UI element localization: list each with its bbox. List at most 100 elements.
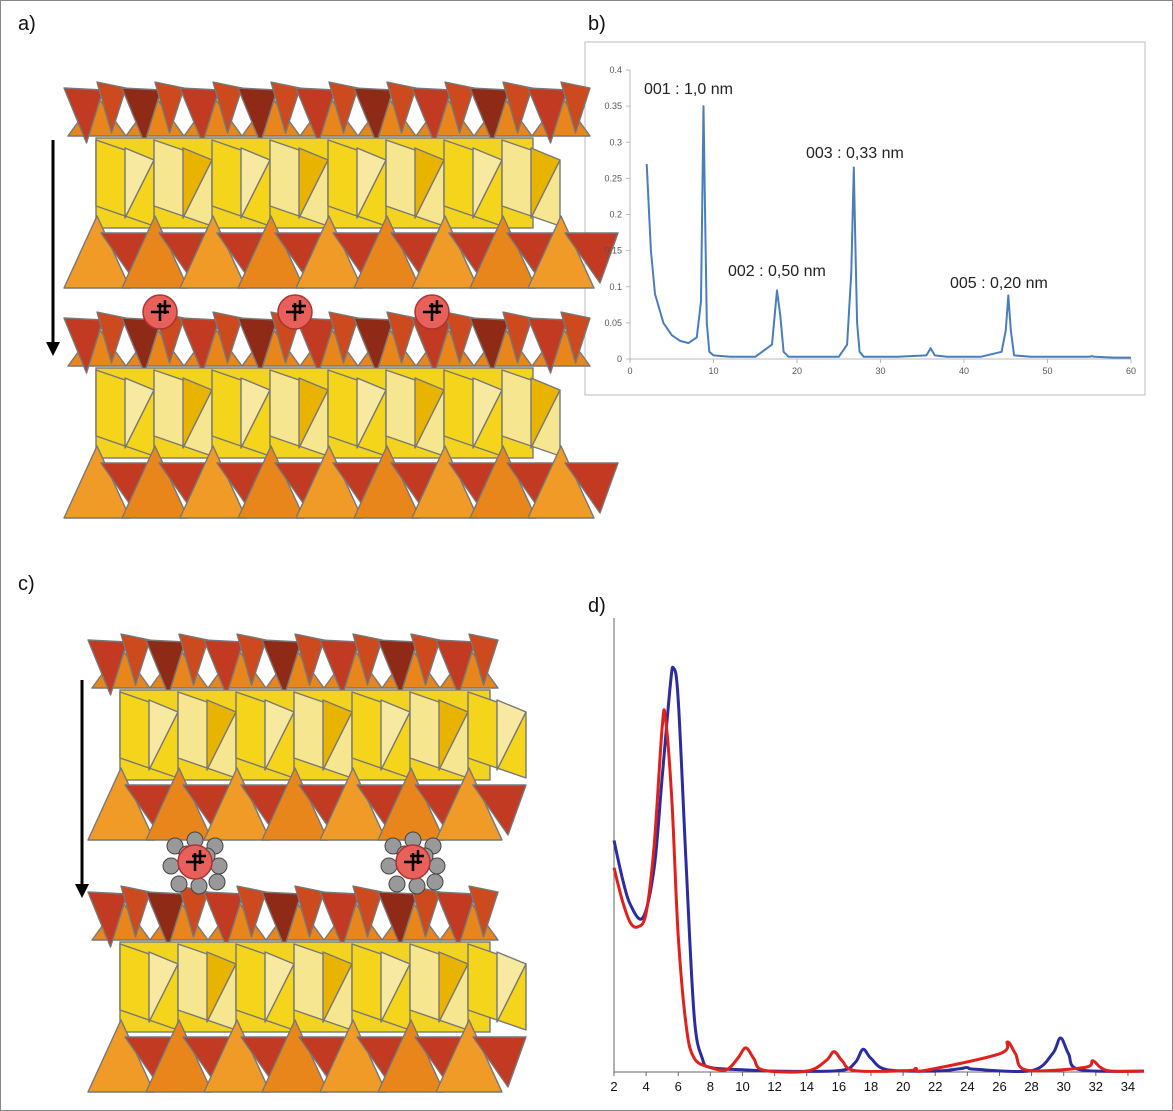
water-molecule (208, 873, 226, 891)
polyhedron (328, 81, 359, 134)
polyhedron (237, 87, 278, 144)
x-tick-label: 26 (992, 1079, 1006, 1094)
x-tick-label: 24 (960, 1079, 974, 1094)
polyhedron (472, 147, 503, 219)
water-molecule (408, 877, 426, 895)
x-tick-label: 16 (832, 1079, 846, 1094)
polyhedron (410, 633, 441, 686)
crystal-structures (46, 81, 619, 1093)
polyhedron (472, 1036, 527, 1088)
polyhedron (468, 633, 499, 686)
polyhedron (530, 377, 561, 449)
cation-charge (423, 300, 443, 321)
annotation: 003 : 0,33 nm (806, 145, 904, 162)
polyhedron (261, 639, 302, 696)
x-tick-label: 20 (896, 1079, 910, 1094)
polyhedron (87, 639, 128, 696)
x-tick-label: 60 (1126, 366, 1136, 376)
polyhedron (322, 951, 353, 1023)
polyhedron (206, 699, 237, 771)
x-tick-label: 30 (875, 366, 885, 376)
water-molecule (166, 837, 184, 855)
x-tick-label: 14 (799, 1079, 813, 1094)
polyhedron (468, 885, 499, 938)
polyhedron (124, 147, 155, 219)
polyhedron (203, 639, 244, 696)
polyhedron (237, 317, 278, 374)
y-tick-label: 0.3 (609, 137, 622, 147)
data-line (612, 708, 1145, 1074)
polyhedron (121, 87, 162, 144)
panel-label: c) (18, 573, 35, 595)
polyhedron (560, 81, 591, 134)
chart-frame (584, 41, 1146, 396)
polyhedron (236, 633, 267, 686)
polyhedron (294, 885, 325, 938)
polyhedron (120, 633, 151, 686)
y-tick-label: 0.25 (604, 173, 622, 183)
polyhedron (496, 951, 527, 1023)
polyhedron (502, 81, 533, 134)
polyhedron (295, 317, 336, 374)
polyhedron (148, 951, 179, 1023)
polyhedron (240, 377, 271, 449)
polyhedron (414, 147, 445, 219)
x-tick-label: 6 (675, 1079, 682, 1094)
polyhedron (435, 639, 476, 696)
polyhedron (502, 311, 533, 364)
water-molecule (388, 875, 406, 893)
x-tick-label: 50 (1042, 366, 1052, 376)
cation-charge (151, 300, 171, 321)
polyhedron (564, 462, 619, 514)
polyhedron (63, 317, 104, 374)
x-tick-label: 10 (735, 1079, 749, 1094)
polyhedron (236, 885, 267, 938)
polyhedron (154, 81, 185, 134)
polyhedron (322, 699, 353, 771)
x-tick-label: 30 (1056, 1079, 1070, 1094)
polyhedron (179, 317, 220, 374)
polyhedron (298, 147, 329, 219)
cation-charge (186, 850, 206, 871)
y-tick-label: 0.15 (604, 246, 622, 256)
polyhedron (121, 317, 162, 374)
polyhedron (63, 87, 104, 144)
polyhedron (124, 377, 155, 449)
polyhedron (444, 81, 475, 134)
y-tick-label: 0.4 (609, 65, 622, 75)
polyhedron (564, 232, 619, 284)
polyhedron (377, 891, 418, 948)
polyhedron (294, 633, 325, 686)
polyhedron (96, 81, 127, 134)
data-line (645, 105, 1131, 359)
y-tick-label: 0.05 (604, 318, 622, 328)
cation-charge (404, 850, 424, 871)
x-tick-label: 40 (959, 366, 969, 376)
y-tick-label: 0.1 (609, 282, 622, 292)
polyhedron (206, 951, 237, 1023)
x-tick-label: 18 (864, 1079, 878, 1094)
arrow-head (46, 342, 60, 356)
y-tick-label: 0.35 (604, 101, 622, 111)
polyhedron (414, 377, 445, 449)
polyhedron (356, 377, 387, 449)
x-tick-label: 2 (610, 1079, 617, 1094)
x-tick-label: 22 (928, 1079, 942, 1094)
polyhedron (438, 699, 469, 771)
polyhedron (203, 891, 244, 948)
polyhedron (298, 377, 329, 449)
polyhedron (352, 885, 383, 938)
polyhedron (472, 784, 527, 836)
x-tick-label: 28 (1024, 1079, 1038, 1094)
polyhedron (472, 377, 503, 449)
annotation: 005 : 0,20 nm (950, 275, 1048, 292)
panel-label: b) (588, 13, 606, 35)
polyhedron (145, 891, 186, 948)
polyhedron (353, 317, 394, 374)
polyhedron (527, 87, 568, 144)
polyhedron (179, 87, 220, 144)
polyhedron (145, 639, 186, 696)
polyhedron (264, 699, 295, 771)
polyhedron (319, 639, 360, 696)
polyhedron (560, 311, 591, 364)
